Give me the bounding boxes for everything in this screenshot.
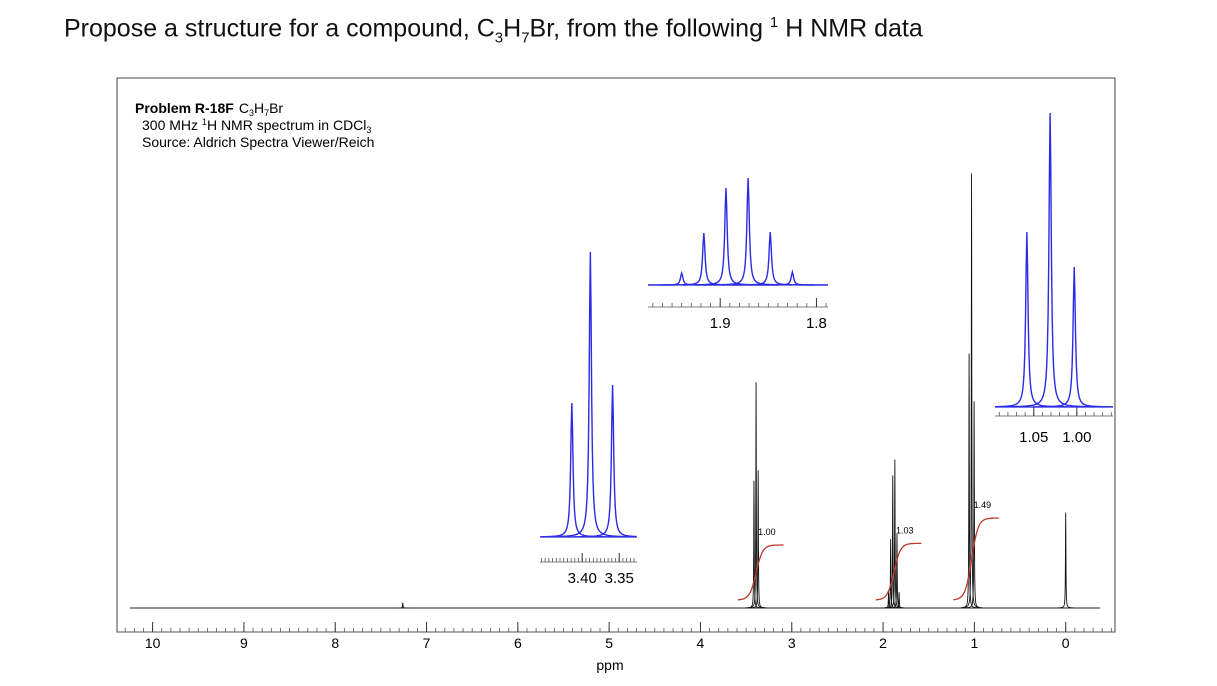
x-tick-label: 1.8 (806, 315, 827, 332)
subtitle-text: 300 MHz (142, 117, 202, 133)
subtitle-text: H NMR spectrum in CDCl (207, 117, 366, 133)
x-tick-label: 0 (1062, 635, 1070, 651)
peak (1057, 512, 1074, 609)
peak (550, 251, 631, 538)
peak (749, 269, 828, 286)
peak (540, 402, 612, 538)
x-tick-label: 10 (145, 635, 161, 651)
x-tick-label: 1.05 (1019, 429, 1048, 446)
chart-subtitle: 300 MHz 1H NMR spectrum in CDCl3 (142, 117, 371, 135)
question: Propose a structure for a compound, C3H7… (64, 14, 923, 46)
peak (884, 475, 901, 609)
x-tick-label: 1 (970, 635, 978, 651)
x-axis-label: ppm (596, 657, 623, 673)
subscript: 3 (494, 29, 504, 47)
peak (572, 384, 637, 538)
peak (682, 187, 770, 286)
subscript: 7 (264, 108, 269, 118)
question-text: Br, from the following (529, 14, 770, 43)
x-tick-label: 8 (331, 635, 339, 651)
title-text: H (254, 100, 264, 116)
x-tick-label: 4 (697, 635, 705, 651)
peak (995, 231, 1069, 408)
x-tick-label: 9 (240, 635, 248, 651)
chart-title: Problem R-18F C3H7Br (135, 100, 283, 118)
subscript: 3 (249, 108, 254, 118)
superscript: 1 (202, 117, 207, 127)
subscript: 7 (521, 29, 530, 47)
x-tick-label: 3.35 (605, 570, 634, 587)
peak (394, 602, 412, 609)
title-text: C (239, 100, 249, 116)
x-tick-label: 7 (423, 635, 431, 651)
peak (704, 177, 792, 286)
peak (749, 470, 767, 609)
peak (890, 592, 908, 609)
title-text: Br (269, 100, 283, 116)
peak (1032, 266, 1113, 408)
question-text: H NMR data (778, 14, 923, 43)
peak (965, 401, 983, 609)
question-text: Propose a structure for a compound, C (64, 14, 495, 43)
peak (963, 173, 980, 608)
integral-curve (737, 544, 784, 601)
x-tick-label: 3.40 (568, 570, 597, 587)
title-text: Problem R-18F (135, 100, 234, 116)
x-tick-label: 5 (605, 635, 613, 651)
integral-label: 1.00 (758, 527, 776, 537)
x-tick-label: 6 (514, 635, 522, 651)
x-tick-label: 2 (879, 635, 887, 651)
peak (745, 480, 763, 609)
peak (660, 232, 748, 286)
superscript: 1 (769, 14, 779, 31)
plot-frame (116, 77, 1116, 633)
integral-curve (953, 517, 999, 601)
peak (1008, 112, 1092, 408)
integral-label: 1.49 (974, 500, 992, 510)
integral-label: 1.03 (896, 525, 914, 535)
peak (726, 231, 814, 286)
question-text: H (503, 14, 522, 43)
integral-curve (875, 542, 922, 601)
chart-source: Source: Aldrich Spectra Viewer/Reich (142, 134, 374, 150)
x-tick-label: 1.00 (1062, 429, 1091, 446)
x-tick-label: 1.9 (710, 315, 731, 332)
subscript: 3 (366, 125, 371, 135)
x-tick-label: 3 (788, 635, 796, 651)
